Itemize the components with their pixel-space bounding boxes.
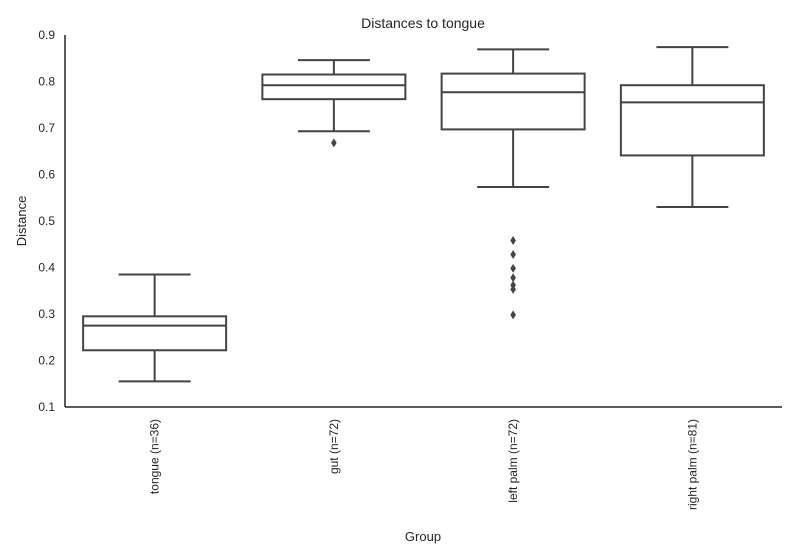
iqr-box [82, 315, 228, 352]
outlier-point [510, 249, 516, 259]
box-group [440, 48, 586, 320]
y-tick-label: 0.3 [38, 307, 55, 321]
box-group [82, 273, 228, 383]
box-group [619, 46, 765, 209]
y-tick-label: 0.4 [38, 261, 55, 275]
chart-title: Distances to tongue [361, 15, 485, 31]
outlier-point [510, 236, 516, 246]
x-tick-label: gut (n=72) [327, 419, 341, 474]
iqr-box [261, 73, 407, 101]
y-axis-label: Distance [14, 196, 29, 247]
y-tick-label: 0.9 [38, 28, 55, 42]
iqr-box [440, 72, 586, 131]
boxes-layer [82, 46, 765, 383]
y-tick-label: 0.2 [38, 354, 55, 368]
box-group [261, 59, 407, 148]
x-axis-ticks: tongue (n=36) gut (n=72) left palm (n=72) r… [148, 419, 700, 510]
outlier-point [510, 273, 516, 283]
y-tick-label: 0.8 [38, 75, 55, 89]
y-tick-label: 0.5 [38, 214, 55, 228]
outlier-point [331, 138, 337, 148]
iqr-box [619, 84, 765, 157]
y-axis-ticks: 0.1 0.2 0.3 0.4 0.5 0.6 0.7 0.8 0.9 [38, 28, 55, 414]
outlier-point [510, 263, 516, 273]
outlier-point [510, 310, 516, 320]
x-tick-label: right palm (n=81) [685, 419, 699, 510]
x-axis-label: Group [405, 529, 441, 544]
outlier-point [510, 284, 516, 294]
y-tick-label: 0.6 [38, 168, 55, 182]
x-tick-label: left palm (n=72) [506, 419, 520, 503]
y-tick-label: 0.7 [38, 121, 55, 135]
x-tick-label: tongue (n=36) [148, 419, 162, 494]
y-tick-label: 0.1 [38, 400, 55, 414]
